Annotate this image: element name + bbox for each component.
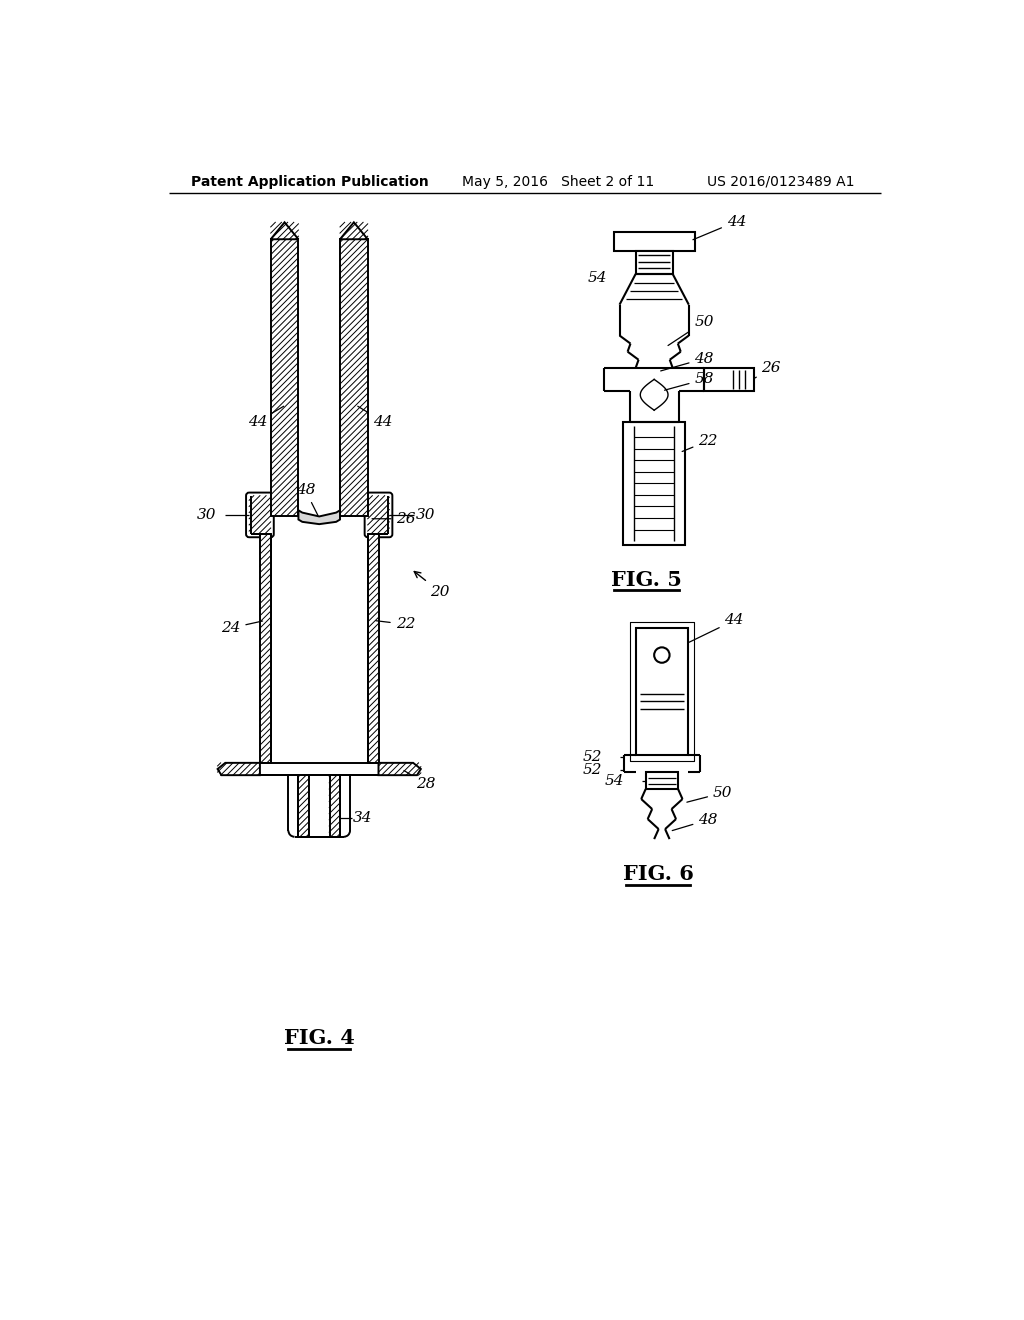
Polygon shape bbox=[217, 763, 260, 775]
Bar bbox=[270, 239, 298, 516]
Text: 48: 48 bbox=[660, 351, 714, 371]
Text: 48: 48 bbox=[672, 813, 718, 830]
Text: 44: 44 bbox=[248, 407, 284, 429]
FancyBboxPatch shape bbox=[365, 492, 392, 537]
Text: 52: 52 bbox=[583, 763, 602, 776]
Bar bbox=[614, 231, 695, 251]
Text: 30: 30 bbox=[416, 508, 435, 521]
Text: 44: 44 bbox=[689, 614, 744, 643]
Text: 50: 50 bbox=[668, 314, 714, 346]
Text: 48: 48 bbox=[296, 483, 318, 516]
Text: FIG. 5: FIG. 5 bbox=[611, 570, 682, 590]
Text: 22: 22 bbox=[376, 618, 415, 631]
Text: FIG. 6: FIG. 6 bbox=[623, 863, 693, 883]
Bar bbox=[624, 422, 685, 545]
Bar bbox=[260, 535, 270, 763]
Text: US 2016/0123489 A1: US 2016/0123489 A1 bbox=[707, 174, 854, 189]
Bar bbox=[330, 775, 340, 837]
Text: 24: 24 bbox=[221, 620, 262, 635]
Text: 30: 30 bbox=[198, 508, 217, 521]
Text: 26: 26 bbox=[755, 360, 781, 378]
Text: 22: 22 bbox=[682, 434, 718, 451]
Text: 54: 54 bbox=[587, 271, 606, 285]
Text: 54: 54 bbox=[604, 774, 625, 788]
Polygon shape bbox=[270, 222, 298, 239]
Text: 52: 52 bbox=[583, 751, 602, 764]
Bar bbox=[309, 775, 330, 837]
Text: Patent Application Publication: Patent Application Publication bbox=[190, 174, 428, 189]
Polygon shape bbox=[298, 511, 340, 524]
Text: 50: 50 bbox=[687, 785, 732, 803]
Bar bbox=[636, 251, 673, 275]
Bar bbox=[630, 622, 694, 762]
Bar bbox=[298, 775, 309, 837]
Text: 58: 58 bbox=[665, 372, 714, 391]
Bar bbox=[636, 628, 688, 755]
Bar bbox=[705, 368, 755, 391]
Text: 28: 28 bbox=[403, 771, 436, 792]
Text: 44: 44 bbox=[357, 407, 393, 429]
Polygon shape bbox=[340, 222, 368, 239]
Text: 34: 34 bbox=[352, 810, 372, 825]
Text: 20: 20 bbox=[415, 572, 450, 599]
Bar bbox=[368, 535, 379, 763]
Text: 44: 44 bbox=[693, 215, 746, 240]
FancyBboxPatch shape bbox=[246, 492, 273, 537]
Text: FIG. 4: FIG. 4 bbox=[284, 1028, 354, 1048]
Text: May 5, 2016   Sheet 2 of 11: May 5, 2016 Sheet 2 of 11 bbox=[462, 174, 654, 189]
Bar bbox=[340, 239, 368, 516]
Polygon shape bbox=[379, 763, 421, 775]
Text: 26: 26 bbox=[372, 512, 416, 525]
Bar bbox=[646, 772, 678, 789]
